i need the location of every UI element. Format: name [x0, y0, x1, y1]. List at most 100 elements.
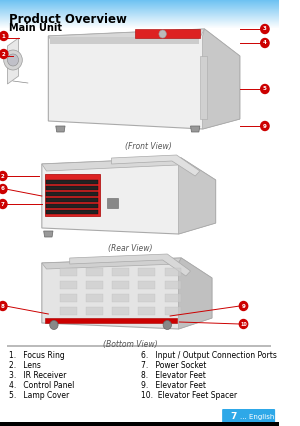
Bar: [0, 18, 279, 19]
Text: 10.  Elevator Feet Spacer: 10. Elevator Feet Spacer: [141, 391, 237, 400]
Text: 9.   Elevator Feet: 9. Elevator Feet: [141, 381, 206, 390]
Circle shape: [0, 172, 7, 181]
Polygon shape: [44, 231, 53, 237]
Text: 5: 5: [263, 86, 267, 92]
Bar: [46, 192, 98, 196]
Bar: [0, 4, 279, 5]
Polygon shape: [178, 258, 212, 329]
Text: 7.   Power Socket: 7. Power Socket: [141, 361, 207, 370]
Bar: [0, 7, 279, 8]
Bar: [60, 294, 77, 302]
Text: Product Overview: Product Overview: [9, 13, 127, 26]
Polygon shape: [42, 158, 181, 171]
Bar: [0, 23, 279, 24]
Bar: [139, 268, 155, 276]
Bar: [0, 1, 279, 2]
Bar: [112, 268, 129, 276]
Bar: [164, 307, 181, 315]
Circle shape: [239, 320, 248, 328]
Bar: [60, 307, 77, 315]
Bar: [60, 281, 77, 289]
Polygon shape: [48, 29, 240, 129]
Polygon shape: [190, 126, 200, 132]
Bar: [200, 56, 207, 119]
Circle shape: [261, 38, 269, 48]
Bar: [0, 16, 279, 17]
Bar: [0, 11, 279, 12]
Bar: [86, 294, 103, 302]
Text: 1: 1: [2, 34, 6, 38]
Bar: [0, 17, 279, 18]
Bar: [139, 281, 155, 289]
Text: 6.   Input / Output Connection Ports: 6. Input / Output Connection Ports: [141, 351, 277, 360]
Text: 7: 7: [1, 201, 5, 207]
Text: 3.   IR Receiver: 3. IR Receiver: [9, 371, 67, 380]
Polygon shape: [70, 254, 190, 276]
Text: (Rear View): (Rear View): [108, 244, 152, 253]
Text: 8.   Elevator Feet: 8. Elevator Feet: [141, 371, 206, 380]
Bar: [0, 20, 279, 21]
Text: 6: 6: [1, 187, 5, 192]
Text: 8: 8: [1, 303, 5, 308]
Circle shape: [50, 320, 58, 329]
Text: 3: 3: [263, 26, 267, 32]
Polygon shape: [202, 29, 240, 129]
Bar: [50, 37, 199, 44]
Circle shape: [0, 199, 7, 208]
Circle shape: [0, 302, 7, 311]
Circle shape: [0, 49, 8, 58]
Bar: [0, 13, 279, 14]
Text: 2.   Lens: 2. Lens: [9, 361, 41, 370]
Bar: [0, 22, 279, 23]
Bar: [0, 12, 279, 13]
Text: 2: 2: [2, 52, 6, 57]
Bar: [139, 294, 155, 302]
Bar: [0, 9, 279, 10]
Bar: [0, 15, 279, 16]
Bar: [112, 307, 129, 315]
Polygon shape: [178, 158, 216, 234]
Circle shape: [0, 32, 8, 40]
Text: 2: 2: [1, 173, 5, 178]
Circle shape: [8, 54, 19, 66]
Bar: [86, 268, 103, 276]
Bar: [46, 186, 98, 190]
Bar: [0, 0, 279, 1]
Bar: [0, 19, 279, 20]
Bar: [46, 198, 98, 202]
Bar: [0, 14, 279, 15]
Bar: [46, 204, 98, 208]
Bar: [46, 210, 98, 214]
Bar: [112, 294, 129, 302]
Bar: [164, 268, 181, 276]
Bar: [164, 281, 181, 289]
Bar: [107, 198, 118, 208]
Circle shape: [261, 84, 269, 93]
Polygon shape: [112, 155, 200, 176]
Bar: [0, 26, 279, 27]
Text: 9: 9: [263, 124, 267, 129]
Polygon shape: [48, 29, 205, 43]
Polygon shape: [56, 126, 65, 132]
Circle shape: [0, 184, 7, 193]
Bar: [0, 8, 279, 9]
Bar: [45, 174, 100, 216]
Bar: [112, 281, 129, 289]
Text: 7: 7: [230, 412, 237, 421]
Bar: [164, 294, 181, 302]
Circle shape: [159, 30, 166, 38]
Bar: [46, 180, 98, 184]
Text: 10: 10: [240, 322, 247, 326]
Bar: [0, 422, 279, 426]
Bar: [60, 268, 77, 276]
Text: (Bottom View): (Bottom View): [103, 340, 158, 349]
Text: 1.   Focus Ring: 1. Focus Ring: [9, 351, 65, 360]
Bar: [86, 281, 103, 289]
Circle shape: [4, 50, 22, 70]
Polygon shape: [42, 258, 181, 269]
Bar: [0, 10, 279, 11]
Text: (Front View): (Front View): [125, 142, 172, 151]
Bar: [0, 24, 279, 25]
Bar: [0, 21, 279, 22]
Bar: [8, 345, 272, 347]
